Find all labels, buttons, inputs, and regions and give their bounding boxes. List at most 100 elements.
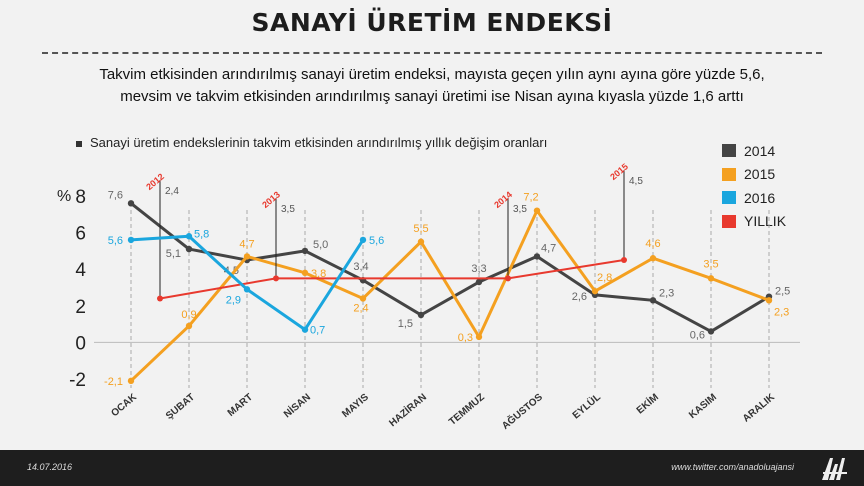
data-label-2014: 5,1 xyxy=(166,248,181,260)
data-point-2015 xyxy=(185,322,193,330)
title-divider xyxy=(42,52,822,54)
data-point-2015 xyxy=(591,287,599,295)
data-label-2014: 0,6 xyxy=(690,329,705,341)
legend-swatch-2016 xyxy=(722,191,736,205)
data-label-2015: 4,7 xyxy=(239,238,254,250)
legend-label-2014: 2014 xyxy=(744,142,776,159)
legend-swatch-yillik xyxy=(722,214,736,228)
x-tick-label: EKİM xyxy=(633,390,661,416)
data-label-yillik: 3,5 xyxy=(513,204,527,215)
data-label-2015: 4,6 xyxy=(645,238,660,250)
x-tick-label: MART xyxy=(226,392,255,419)
legend-label-yillik: YILLIK xyxy=(744,213,787,230)
data-point-2015 xyxy=(359,295,367,302)
data-point-2015 xyxy=(243,253,251,260)
data-label-2016: 5,8 xyxy=(194,228,209,240)
y-tick-label: 2 xyxy=(75,297,86,318)
data-point-2014 xyxy=(533,253,541,260)
data-label-2015: 3,8 xyxy=(311,268,326,280)
legend-item-2015: 2015 xyxy=(722,163,786,187)
yillik-year-label: 2014 xyxy=(492,189,514,210)
data-label-2014: 4,5 xyxy=(224,265,239,277)
data-label-2015: 5,5 xyxy=(413,223,428,235)
data-point-2016 xyxy=(359,236,367,244)
data-label-yillik: 2,4 xyxy=(165,186,179,197)
legend: 2014 2015 2016 YILLIK xyxy=(722,139,786,233)
data-label-2015: 2,4 xyxy=(353,302,368,314)
data-point-2014 xyxy=(417,311,425,319)
x-tick-label: KASIM xyxy=(687,392,719,421)
x-tick-label: TEMMUZ xyxy=(447,392,487,428)
data-point-2014 xyxy=(301,247,309,255)
legend-swatch-2014 xyxy=(722,144,736,158)
legend-item-2016: 2016 xyxy=(722,186,786,210)
data-label-yillik: 4,5 xyxy=(629,176,643,187)
data-point-2016 xyxy=(301,326,309,333)
data-point-2014 xyxy=(127,200,135,207)
data-label-2014: 7,6 xyxy=(108,189,123,201)
series-line-yillik xyxy=(159,259,625,300)
series-line-2014 xyxy=(130,202,770,333)
data-label-2014: 2,3 xyxy=(659,287,674,299)
data-label-2015: -2,1 xyxy=(104,376,123,388)
footer-date: 14.07.2016 xyxy=(27,462,73,472)
subtitle-line-1: Takvim etkisinden arındırılmış sanayi ür… xyxy=(99,66,765,83)
data-label-2015: 7,2 xyxy=(523,192,538,204)
y-tick-label: -2 xyxy=(69,370,86,391)
footer-twitter: www.twitter.com/anadoluajansi xyxy=(671,462,794,472)
data-point-yillik xyxy=(273,275,279,282)
data-point-2015 xyxy=(765,297,773,304)
x-tick-label: AĞUSTOS xyxy=(499,390,545,432)
data-label-2016: 5,6 xyxy=(108,235,123,247)
data-point-yillik xyxy=(505,275,511,282)
legend-label-2015: 2015 xyxy=(744,166,776,183)
y-tick-label: 4 xyxy=(75,260,86,281)
data-point-2015 xyxy=(127,377,135,385)
legend-label-2016: 2016 xyxy=(744,189,776,206)
y-axis-unit: % xyxy=(57,188,71,205)
data-point-yillik xyxy=(621,257,627,264)
yillik-year-label: 2013 xyxy=(260,189,282,210)
data-label-2016: 2,9 xyxy=(226,294,241,306)
data-label-2014: 3,3 xyxy=(471,263,486,275)
data-label-2015: 2,3 xyxy=(774,306,789,318)
data-label-2015: 3,5 xyxy=(703,258,718,270)
page-title: SANAYİ ÜRETİM ENDEKSİ xyxy=(251,8,613,37)
x-tick-label: ŞUBAT xyxy=(164,392,197,422)
series-caption: Sanayi üretim endekslerinin takvim etkis… xyxy=(76,135,547,150)
anadolu-logo-icon xyxy=(822,458,847,480)
data-label-2014: 1,5 xyxy=(398,318,413,330)
legend-item-2014: 2014 xyxy=(722,139,786,163)
x-tick-label: EYLÜL xyxy=(569,390,602,421)
data-point-2015 xyxy=(475,333,483,341)
data-label-2015: 0,9 xyxy=(181,309,196,321)
subtitle-line-2: mevsim ve takvim etkisinden arındırılmış… xyxy=(120,88,744,105)
x-tick-label: OCAK xyxy=(109,391,139,419)
data-point-2015 xyxy=(533,207,541,214)
data-point-2014 xyxy=(185,245,193,253)
data-point-2014 xyxy=(707,328,715,335)
x-tick-label: HAZİRAN xyxy=(386,390,429,429)
data-point-2015 xyxy=(301,269,309,277)
data-point-2015 xyxy=(417,238,425,245)
yillik-year-label: 2015 xyxy=(608,161,630,182)
data-label-2016: 5,6 xyxy=(369,235,384,247)
data-point-2015 xyxy=(707,275,715,282)
series-caption-text: Sanayi üretim endekslerinin takvim etkis… xyxy=(90,135,548,150)
footer-bar: 14.07.2016 www.twitter.com/anadoluajansi xyxy=(0,450,864,486)
line-chart: % 8 6 4 2 0 -2 OCAK ŞUBAT MART NİSAN MAYIS HAZİRAN TE… xyxy=(57,161,800,432)
yillik-year-label: 2012 xyxy=(144,171,166,192)
data-point-2016 xyxy=(243,286,251,293)
data-label-yillik: 3,5 xyxy=(281,204,295,215)
data-label-2014: 3,4 xyxy=(353,261,368,273)
legend-item-yillik: YILLIK xyxy=(722,210,786,234)
data-point-2014 xyxy=(649,297,657,304)
y-tick-label: 0 xyxy=(75,333,86,354)
data-point-2015 xyxy=(649,255,657,262)
bullet-icon xyxy=(76,140,82,147)
data-point-2016 xyxy=(127,236,135,244)
x-tick-label: NİSAN xyxy=(281,390,313,420)
x-tick-label: MAYIS xyxy=(340,392,371,420)
data-label-2015: 2,8 xyxy=(597,272,612,284)
data-label-2014: 2,5 xyxy=(775,286,790,298)
